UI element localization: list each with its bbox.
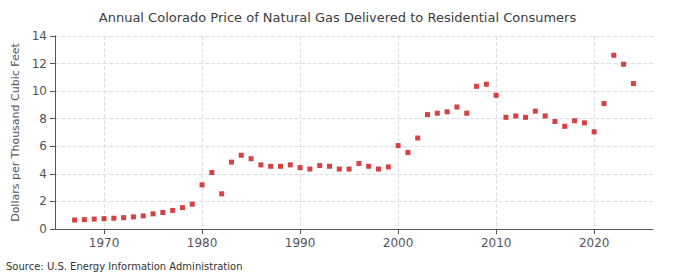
svg-text:Dollars per Thousand Cubic Fee: Dollars per Thousand Cubic Feet: [9, 42, 22, 221]
svg-text:1990: 1990: [285, 236, 316, 250]
svg-text:6: 6: [39, 139, 47, 153]
svg-text:8: 8: [39, 112, 47, 126]
svg-text:Annual Colorado Price of Natur: Annual Colorado Price of Natural Gas Del…: [99, 10, 577, 25]
svg-text:1980: 1980: [187, 236, 218, 250]
svg-text:2010: 2010: [481, 236, 512, 250]
svg-text:4: 4: [39, 167, 47, 181]
svg-text:1970: 1970: [89, 236, 120, 250]
svg-text:Source: U.S. Energy Informatio: Source: U.S. Energy Information Administ…: [6, 261, 243, 272]
svg-text:2000: 2000: [383, 236, 414, 250]
svg-text:2: 2: [39, 194, 47, 208]
svg-text:12: 12: [32, 57, 47, 71]
svg-text:2020: 2020: [579, 236, 610, 250]
svg-text:0: 0: [39, 222, 47, 236]
svg-text:10: 10: [32, 84, 47, 98]
svg-text:14: 14: [32, 29, 47, 43]
